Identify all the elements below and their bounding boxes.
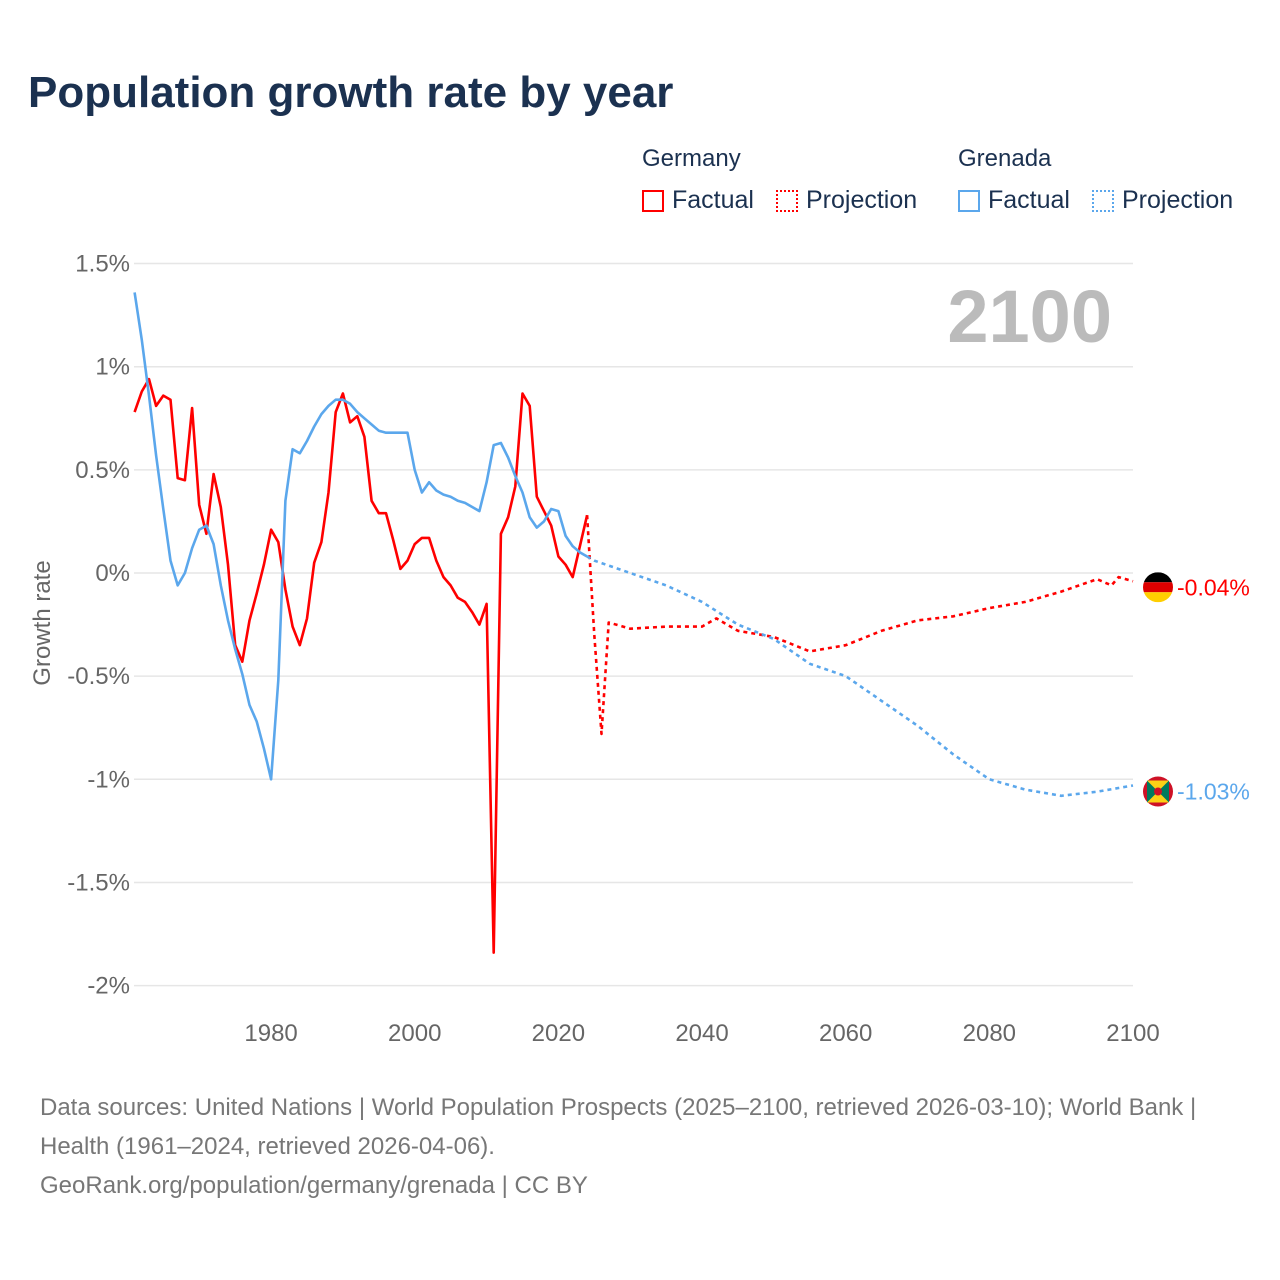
y-tick-label: -1% (87, 766, 130, 793)
series-line-grenada-projection (586, 555, 1134, 798)
flag-stripe (1143, 592, 1173, 603)
series-line-grenada-factual (133, 292, 588, 781)
y-axis-label: Growth rate (29, 560, 56, 685)
legend-grenada-projection[interactable]: Projection (1092, 186, 1233, 215)
end-value-label: -0.04% (1177, 574, 1250, 600)
x-tick-label: 2100 (1106, 1020, 1159, 1047)
y-tick-label: -2% (87, 973, 130, 1000)
flag-grenada-icon (1143, 776, 1173, 807)
flag-germany-icon (1143, 572, 1173, 603)
series-line-germany-projection (585, 515, 1134, 736)
legend-swatch-solid (958, 189, 980, 212)
legend-germany-label: Germany (642, 145, 741, 172)
flag-stripe (1143, 582, 1173, 593)
legend-text: Projection (1122, 186, 1234, 214)
y-tick-label: -0.5% (67, 663, 130, 690)
legend-text: Factual (988, 186, 1070, 214)
legend-swatch-solid (642, 189, 664, 212)
legend-text: Factual (672, 186, 754, 214)
end-value-label: -1.03% (1177, 778, 1250, 804)
flag-triangle (1147, 791, 1169, 803)
y-tick-label: -1.5% (67, 869, 130, 896)
legend-grenada-label: Grenada (958, 145, 1052, 172)
x-tick-label: 2080 (963, 1020, 1016, 1047)
flag-stripe (1143, 572, 1173, 583)
x-tick-label: 2040 (675, 1020, 728, 1047)
y-tick-label: 1% (95, 354, 130, 381)
x-tick-label: 2000 (388, 1020, 441, 1047)
plot-area: 1.5% 1% 0.5% 0% -0.5% -1% -1.5% -2% 1980 2000 2020… (29, 251, 1250, 1047)
x-tick-label: 2060 (819, 1020, 872, 1047)
x-tick-label: 1980 (244, 1020, 297, 1047)
legend-swatch-dotted (1092, 189, 1114, 212)
legend-germany-projection[interactable]: Projection (776, 186, 917, 215)
legend-grenada-factual[interactable]: Factual (958, 186, 1070, 215)
legend-swatch-dotted (776, 189, 798, 212)
year-indicator: 2100 (947, 275, 1112, 358)
legend-text: Projection (806, 186, 918, 214)
source-note: Data sources: United Nations | World Pop… (40, 1088, 1240, 1205)
flag-center (1154, 787, 1162, 796)
y-tick-label: 1.5% (75, 251, 130, 278)
y-tick-label: 0% (95, 560, 130, 587)
legend-germany-factual[interactable]: Factual (642, 186, 754, 215)
chart-title: Population growth rate by year (28, 68, 674, 117)
source-link[interactable]: GeoRank.org/population/germany/grenada |… (40, 1172, 588, 1199)
source-line: Data sources: United Nations | World Pop… (40, 1094, 1197, 1160)
series-line-germany-factual (133, 377, 589, 954)
x-tick-label: 2020 (532, 1020, 585, 1047)
y-tick-label: 0.5% (75, 457, 130, 484)
flag-triangle (1147, 780, 1169, 792)
